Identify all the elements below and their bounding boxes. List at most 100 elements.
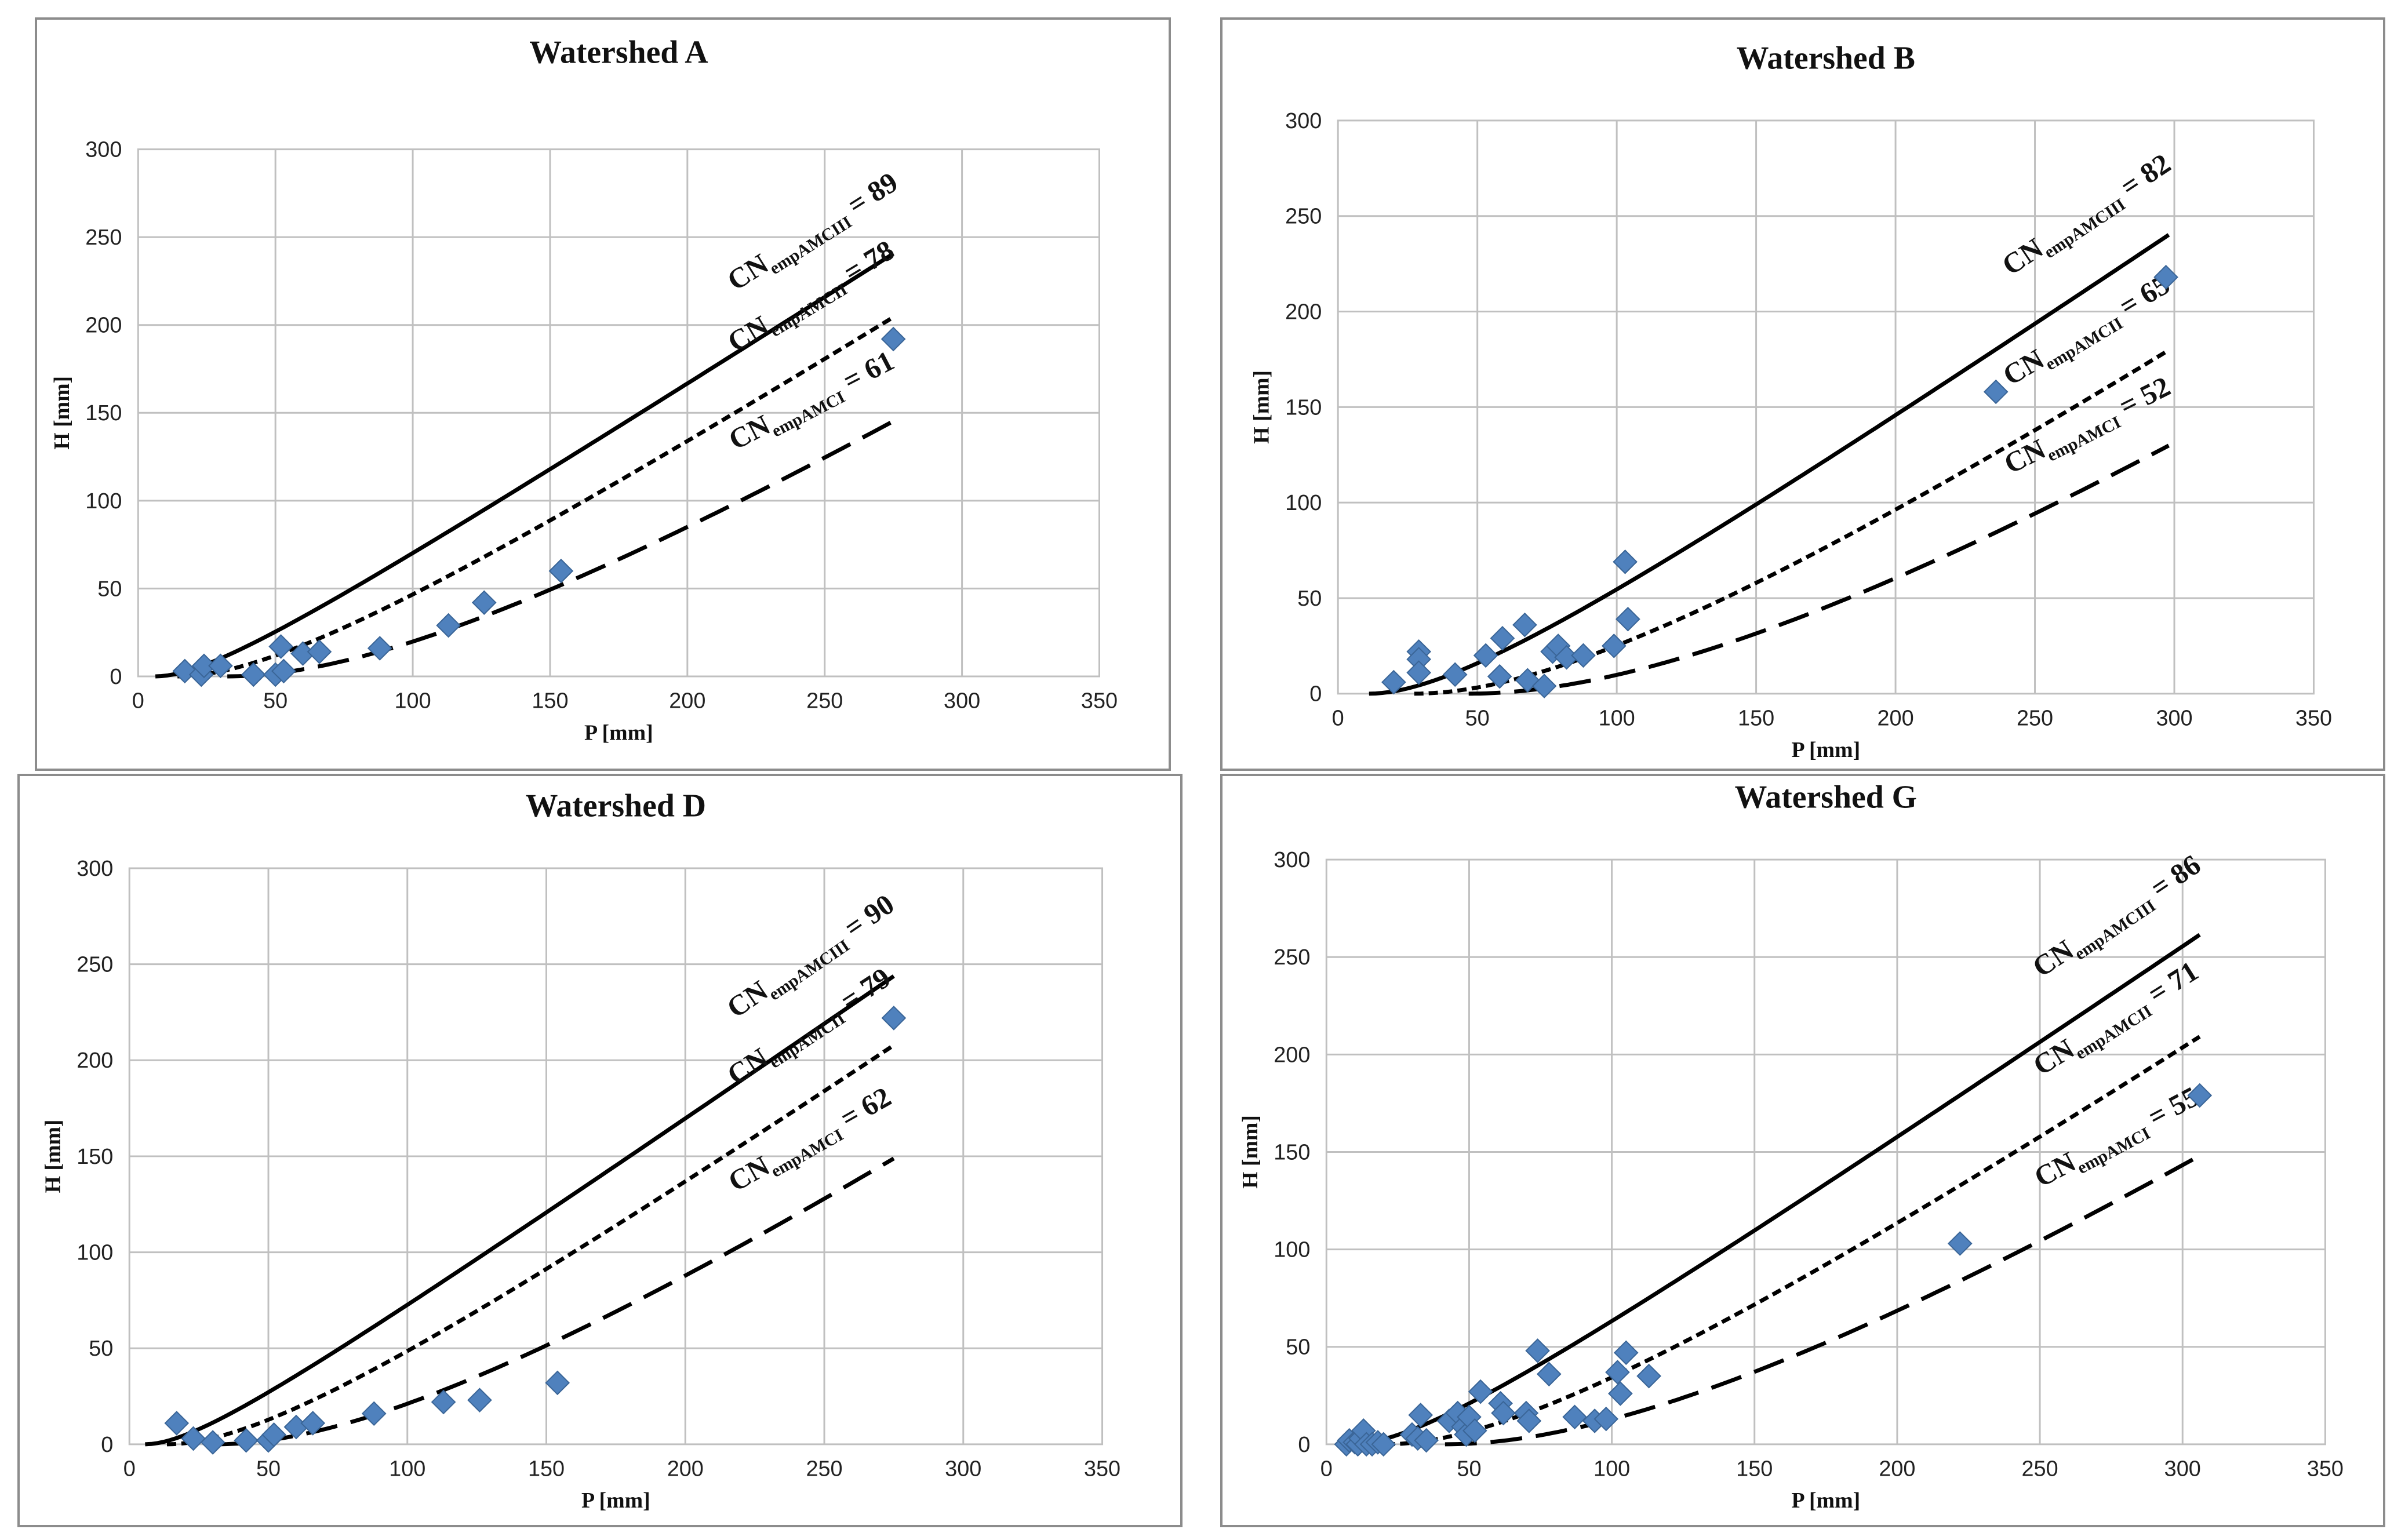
- chart-g-curve-label-prefix: CN: [2027, 934, 2079, 984]
- chart-g-data-point: [1613, 1340, 1639, 1366]
- chart-panel-watershed-a: Watershed A 0 50 100 150 200 250 300 350 0 50 100 15…: [35, 17, 1171, 771]
- chart-svg-watershed-d: Watershed D 0 50 100 150 200 250 300 350 0 50 100 15…: [41, 788, 1120, 1513]
- chart-b-x-tick-label: 250: [2017, 706, 2053, 730]
- chart-a-y-axis-label: H [mm]: [50, 376, 74, 450]
- chart-a-data-point: [271, 658, 296, 684]
- chart-g-x-axis-label: P [mm]: [1791, 1488, 1860, 1513]
- chart-d-x-tick-label: 100: [389, 1457, 425, 1481]
- chart-d-curve-label-prefix: CN: [722, 1042, 774, 1091]
- chart-a-y-tick-label: 0: [110, 665, 122, 689]
- chart-a-data-point: [172, 658, 198, 684]
- chart-a-y-tick-label: 150: [85, 401, 122, 425]
- chart-g-x-tick-label: 50: [1457, 1457, 1481, 1481]
- chart-b-y-tick-label: 100: [1285, 491, 1322, 515]
- chart-b-x-tick-label: 0: [1332, 706, 1344, 730]
- chart-svg-watershed-g: Watershed G 0 50 100 150 200 250 300 350 0 50 100 15…: [1238, 780, 2344, 1513]
- chart-a-data-point: [241, 662, 266, 687]
- chart-a-curve-solid: [155, 252, 895, 679]
- chart-d-plot-area: [128, 867, 1104, 1446]
- chart-d-data-point: [283, 1414, 309, 1440]
- chart-g-x-tick-label: 150: [1736, 1457, 1773, 1481]
- chart-g-y-axis-label: H [mm]: [1238, 1115, 1263, 1189]
- chart-b-data-point: [1571, 643, 1596, 668]
- chart-b-plot-area: [1337, 119, 2315, 695]
- chart-panel-watershed-g: Watershed G 0 50 100 150 200 250 300 350 0 50 100 15…: [1220, 774, 2385, 1527]
- chart-b-curve-label-subscript: empAMCI: [2044, 413, 2124, 465]
- chart-g-data-point: [1636, 1363, 1661, 1389]
- chart-g-data-point: [1605, 1360, 1630, 1385]
- chart-g-data-point: [1947, 1231, 1973, 1256]
- chart-a-data-point: [307, 639, 332, 664]
- chart-b-x-tick-label: 150: [1738, 706, 1774, 730]
- chart-g-data-point: [1468, 1379, 1493, 1404]
- chart-a-y-tick-label: 200: [85, 314, 122, 338]
- chart-g-y-tick-label: 150: [1274, 1140, 1310, 1164]
- chart-g-y-tick-label: 250: [1274, 945, 1310, 970]
- chart-b-curve-label-subscript: empAMCII: [2042, 314, 2126, 374]
- chart-b-y-tick-label: 200: [1285, 300, 1322, 325]
- chart-a-data-point: [191, 653, 217, 679]
- chart-g-data-point: [1536, 1361, 1562, 1387]
- chart-g-x-tick-label: 250: [2022, 1457, 2058, 1481]
- chart-d-data-point: [881, 1006, 907, 1031]
- chart-a-curve-label-prefix: CN: [722, 247, 774, 297]
- chart-g-data-point: [1608, 1381, 1633, 1406]
- chart-b-curve-label-prefix: CN: [1998, 343, 2050, 392]
- chart-g-curve-dashed: [1445, 1153, 2201, 1447]
- chart-panel-watershed-d: Watershed D 0 50 100 150 200 250 300 350 0 50 100 15…: [17, 774, 1183, 1527]
- chart-g-x-tick-label: 100: [1593, 1457, 1630, 1481]
- chart-d-curve-label-solid: CNempAMCIII = 90: [721, 888, 903, 1028]
- chart-g-y-tick-label: 200: [1274, 1043, 1310, 1067]
- chart-a-x-tick-label: 350: [1081, 689, 1118, 713]
- chart-d-x-tick-label: 300: [945, 1457, 981, 1481]
- chart-b-x-tick-label: 300: [2156, 706, 2192, 730]
- chart-b-curve-label-prefix: CN: [1999, 433, 2051, 480]
- chart-a-data-point: [548, 558, 574, 584]
- chart-b-data-point: [1512, 612, 1537, 638]
- chart-a-x-tick-label: 150: [532, 689, 568, 713]
- chart-b-y-tick-label: 50: [1297, 587, 1322, 611]
- chart-d-y-tick-label: 50: [89, 1337, 113, 1361]
- chart-a-y-tick-label: 100: [85, 489, 122, 514]
- chart-b-curve-solid: [1369, 233, 2170, 696]
- chart-d-data-point: [234, 1428, 259, 1453]
- chart-a-data-point: [367, 636, 392, 661]
- chart-a-x-tick-label: 200: [669, 689, 705, 713]
- chart-b-y-tick-label: 300: [1285, 109, 1322, 133]
- chart-d-x-tick-label: 50: [256, 1457, 281, 1481]
- chart-d-y-tick-label: 0: [101, 1433, 113, 1457]
- chart-a-x-tick-label: 50: [263, 689, 288, 713]
- chart-a-curve-label-value: = 61: [831, 344, 899, 400]
- chart-d-y-tick-label: 100: [77, 1241, 113, 1265]
- chart-b-data-point: [1613, 549, 1638, 574]
- chart-g-data-point: [1414, 1428, 1439, 1453]
- chart-d-y-tick-label: 200: [77, 1048, 113, 1073]
- chart-d-curve-label-subscript: empAMCI: [768, 1125, 847, 1181]
- chart-g-x-tick-label: 200: [1879, 1457, 1915, 1481]
- chart-a-curve-dotted: [177, 315, 894, 679]
- chart-b-curve-label-subscript: empAMCIII: [2040, 195, 2129, 262]
- chart-g-curve-label-prefix: CN: [2028, 1032, 2080, 1082]
- chart-d-curve-label-subscript: empAMCII: [766, 1009, 849, 1072]
- chart-d-x-axis-label: P [mm]: [581, 1488, 650, 1513]
- chart-g-data-point: [1593, 1406, 1619, 1432]
- chart-g-x-tick-label: 0: [1320, 1457, 1333, 1481]
- chart-b-curve-dashed: [1468, 443, 2170, 696]
- chart-b-y-tick-label: 0: [1309, 682, 1322, 707]
- chart-panel-watershed-b: Watershed B 0 50 100 150 200 250 300 350 0 50 100 15…: [1220, 17, 2385, 771]
- chart-g-curve-label-dashed: CNempAMCI = 55: [2029, 1080, 2206, 1197]
- chart-d-data-point: [164, 1411, 190, 1436]
- chart-d-y-axis-label: H [mm]: [41, 1120, 66, 1193]
- chart-a-x-tick-label: 250: [806, 689, 843, 713]
- chart-a-y-tick-label: 250: [85, 225, 122, 250]
- chart-svg-watershed-b: Watershed B 0 50 100 150 200 250 300 350 0 50 100 15…: [1250, 41, 2332, 763]
- chart-b-data-point: [1406, 660, 1432, 685]
- chart-d-data-point: [431, 1389, 456, 1415]
- chart-b-y-axis-label: H [mm]: [1250, 370, 1274, 444]
- chart-d-x-tick-label: 150: [528, 1457, 565, 1481]
- chart-svg-watershed-a: Watershed A 0 50 100 150 200 250 300 350 0 50 100 15…: [50, 35, 1118, 745]
- chart-a-x-tick-label: 300: [944, 689, 980, 713]
- chart-a-x-axis-label: P [mm]: [584, 720, 653, 745]
- chart-g-curve-label-subscript: empAMCIII: [2071, 896, 2159, 964]
- chart-b-data-point: [1381, 669, 1406, 695]
